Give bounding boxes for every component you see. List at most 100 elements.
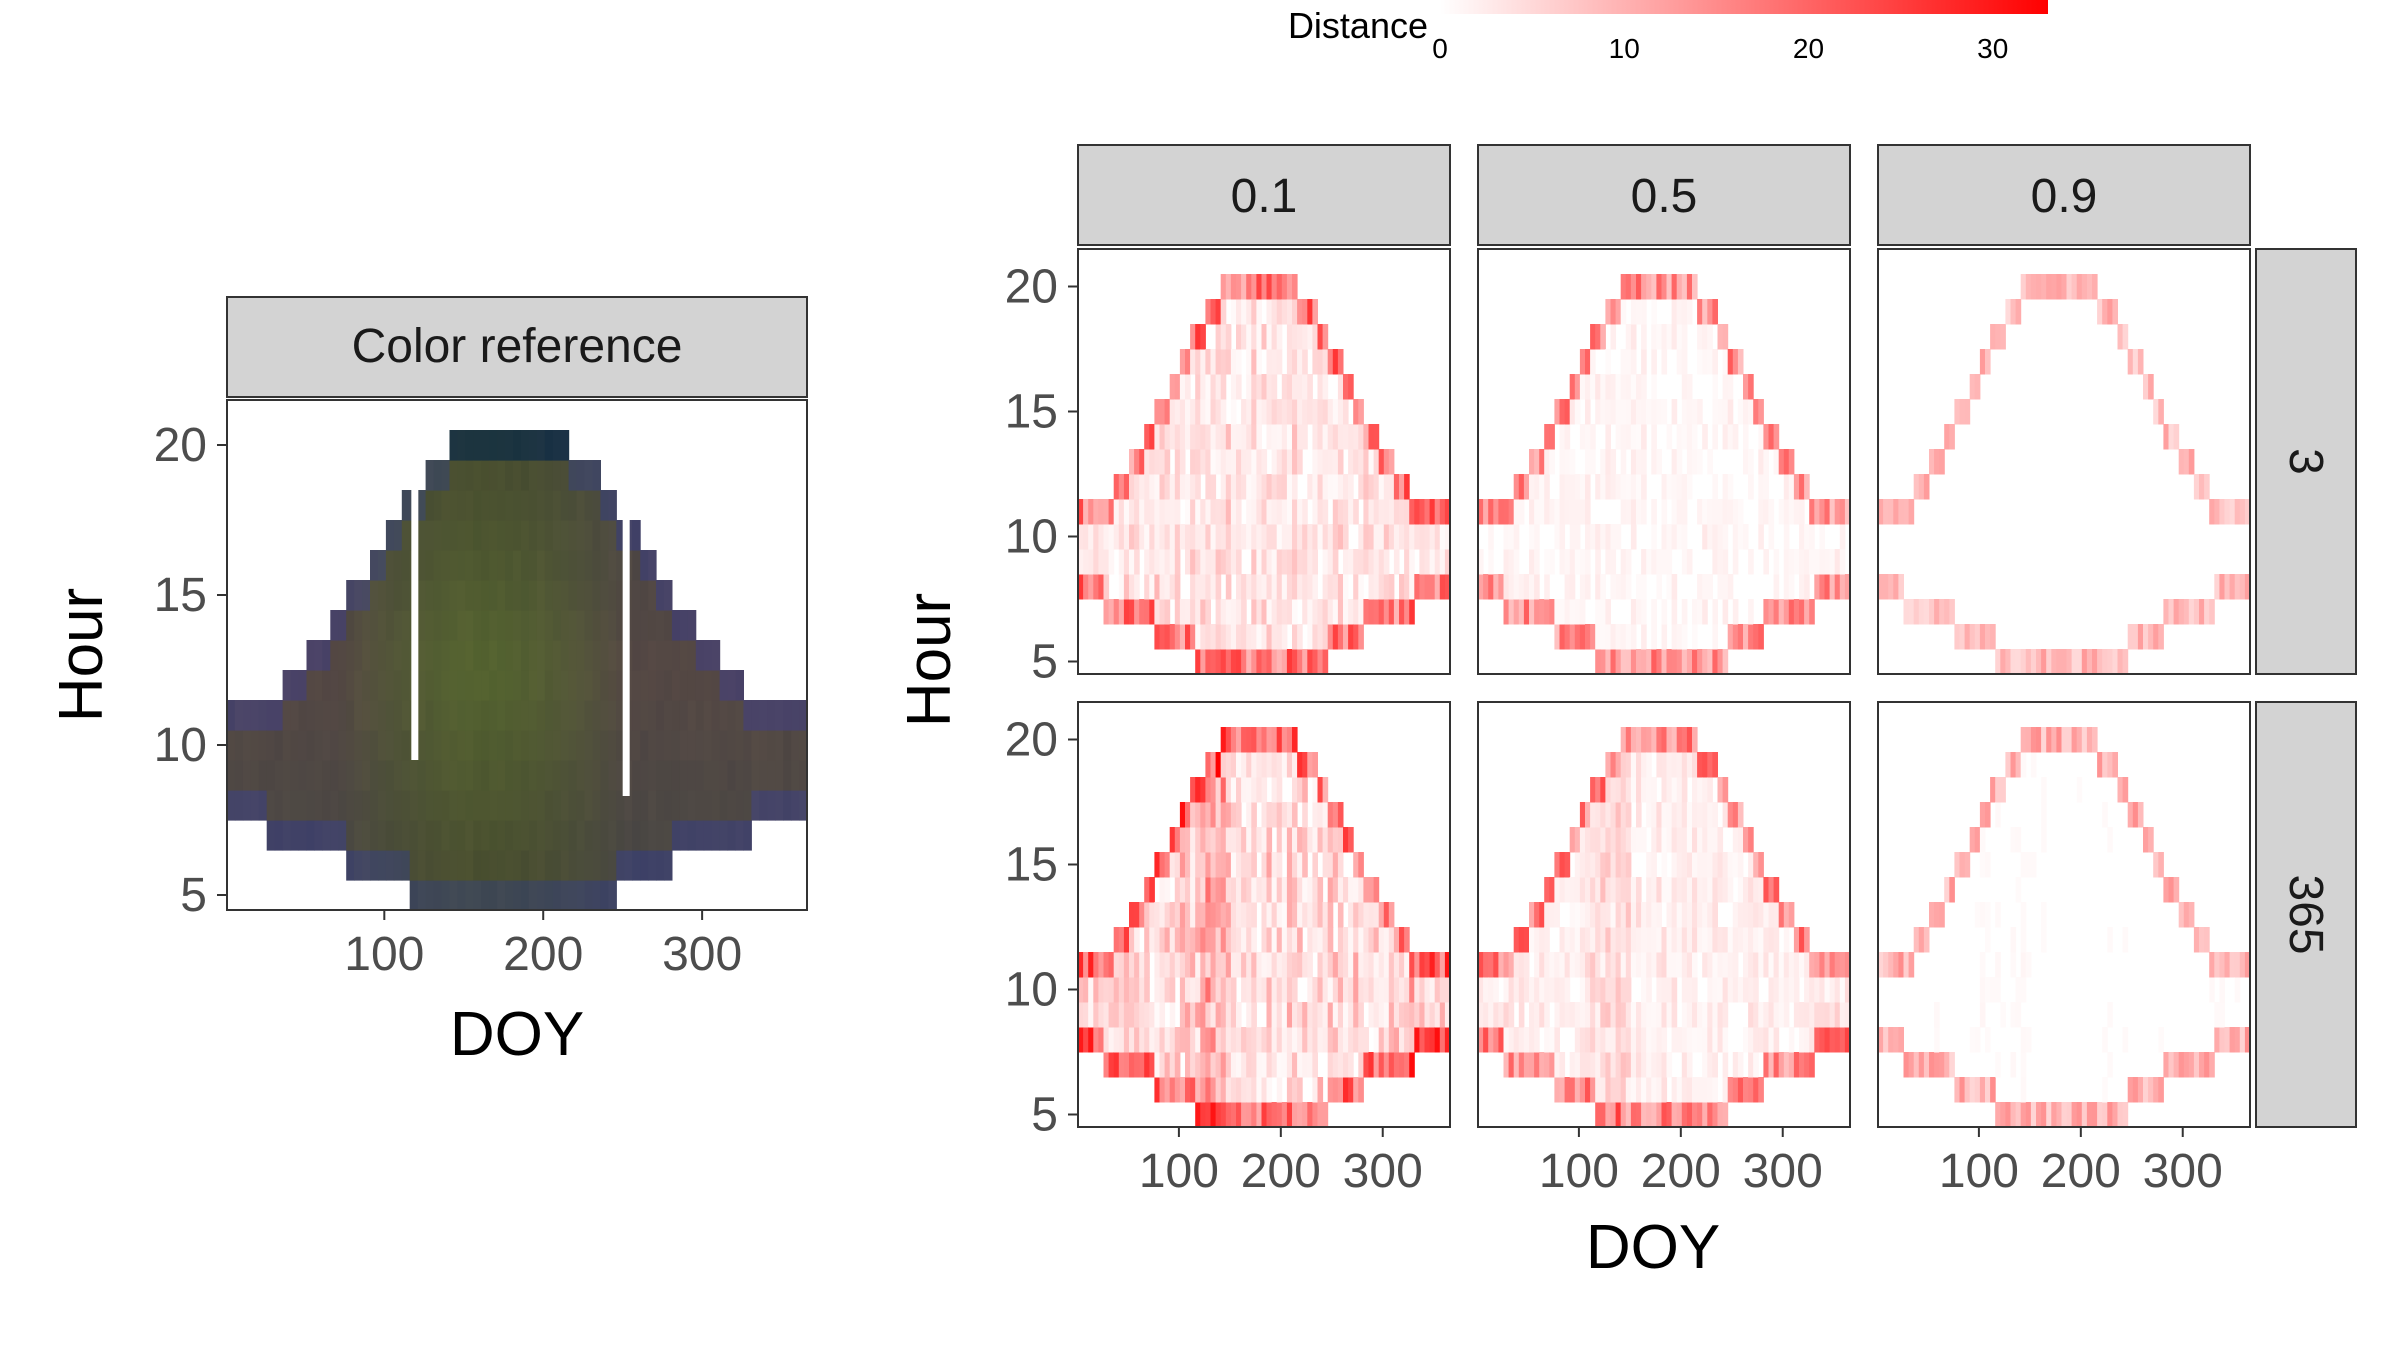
heatmap-tile bbox=[1236, 877, 1242, 903]
heatmap-tile bbox=[1215, 624, 1222, 650]
heatmap-tile bbox=[1620, 1052, 1627, 1078]
heatmap-tile bbox=[1307, 1102, 1313, 1128]
heatmap-tile bbox=[1697, 349, 1703, 375]
heatmap-tile bbox=[1574, 852, 1581, 878]
heatmap-tile bbox=[330, 760, 339, 791]
heatmap-tile bbox=[322, 820, 331, 851]
heatmap-tile bbox=[385, 760, 395, 791]
heatmap-tile bbox=[282, 790, 292, 821]
heatmap-tile bbox=[632, 520, 641, 551]
heatmap-tile bbox=[1585, 877, 1591, 903]
heatmap-tile bbox=[481, 580, 490, 611]
facet-panel bbox=[1477, 701, 1851, 1128]
heatmap-tile bbox=[1149, 524, 1155, 550]
heatmap-tile bbox=[2199, 927, 2205, 953]
heatmap-tile bbox=[1378, 1002, 1385, 1028]
heatmap-tile bbox=[1205, 927, 1211, 953]
heatmap-tile bbox=[1098, 499, 1104, 525]
heatmap-tile bbox=[1712, 802, 1718, 828]
heatmap-tile bbox=[1215, 549, 1222, 575]
heatmap-tile bbox=[1261, 1027, 1268, 1053]
heatmap-tile bbox=[1154, 927, 1160, 953]
heatmap-tile bbox=[2076, 274, 2083, 300]
heatmap-tile bbox=[1799, 1002, 1805, 1028]
heatmap-tile bbox=[1625, 549, 1632, 575]
heatmap-tile bbox=[560, 580, 570, 611]
heatmap-tile bbox=[1134, 449, 1140, 475]
heatmap-tile bbox=[1681, 1002, 1688, 1028]
heatmap-tile bbox=[1503, 574, 1510, 600]
heatmap-tile bbox=[2244, 499, 2251, 525]
heatmap-tile bbox=[1839, 524, 1846, 550]
heatmap-tile bbox=[1804, 1027, 1810, 1053]
heatmap-tile bbox=[385, 700, 395, 731]
heatmap-tile bbox=[2051, 649, 2057, 675]
heatmap-tile bbox=[1444, 574, 1451, 600]
heatmap-tile bbox=[1661, 349, 1668, 375]
heatmap-tile bbox=[1276, 952, 1283, 978]
heatmap-tile bbox=[1312, 524, 1318, 550]
heatmap-tile bbox=[1144, 952, 1150, 978]
heatmap-tile bbox=[1610, 374, 1617, 400]
heatmap-tile bbox=[489, 490, 498, 521]
heatmap-tile bbox=[1620, 549, 1627, 575]
heatmap-tile bbox=[1513, 499, 1520, 525]
heatmap-tile bbox=[1722, 374, 1729, 400]
heatmap-tile bbox=[1508, 574, 1515, 600]
heatmap-tile bbox=[616, 610, 625, 641]
heatmap-tile bbox=[1337, 1052, 1344, 1078]
heatmap-tile bbox=[1317, 449, 1324, 475]
heatmap-tile bbox=[1210, 574, 1217, 600]
heatmap-tile bbox=[1819, 1027, 1825, 1053]
heatmap-tile bbox=[1174, 877, 1181, 903]
heatmap-tile bbox=[1399, 927, 1405, 953]
heatmap-tile bbox=[1641, 449, 1647, 475]
heatmap-tile bbox=[1159, 1027, 1166, 1053]
heatmap-tile bbox=[1585, 902, 1591, 928]
heatmap-tile bbox=[1230, 449, 1237, 475]
heatmap-tile bbox=[1343, 1027, 1349, 1053]
heatmap-tile bbox=[1118, 549, 1125, 575]
heatmap-tile bbox=[1332, 524, 1339, 550]
heatmap-tile bbox=[505, 730, 514, 761]
heatmap-tile bbox=[1574, 877, 1581, 903]
heatmap-tile bbox=[1600, 977, 1606, 1003]
heatmap-tile bbox=[791, 700, 800, 731]
heatmap-tile bbox=[592, 670, 601, 701]
heatmap-tile bbox=[1707, 349, 1713, 375]
heatmap-tile bbox=[489, 850, 498, 881]
heatmap-tile bbox=[1292, 877, 1298, 903]
heatmap-tile bbox=[1276, 827, 1283, 853]
heatmap-tile bbox=[1174, 449, 1181, 475]
heatmap-tile bbox=[354, 730, 363, 761]
heatmap-tile bbox=[1681, 399, 1688, 425]
heatmap-tile bbox=[1681, 727, 1688, 753]
heatmap-tile bbox=[1312, 399, 1318, 425]
heatmap-tile bbox=[1123, 1052, 1130, 1078]
heatmap-tile bbox=[362, 730, 371, 761]
heatmap-tile bbox=[1297, 499, 1303, 525]
heatmap-tile bbox=[1630, 1002, 1637, 1028]
heatmap-tile bbox=[401, 730, 411, 761]
heatmap-tile bbox=[751, 790, 760, 821]
heatmap-tile bbox=[1590, 424, 1596, 450]
heatmap-tile bbox=[1793, 499, 1800, 525]
heatmap-tile bbox=[2036, 649, 2042, 675]
heatmap-tile bbox=[1488, 549, 1494, 575]
heatmap-tile bbox=[1246, 424, 1252, 450]
heatmap-tile bbox=[1610, 474, 1617, 500]
heatmap-tile bbox=[1322, 349, 1329, 375]
heatmap-tile bbox=[1225, 499, 1232, 525]
heatmap-tile bbox=[521, 670, 530, 701]
heatmap-tile bbox=[687, 820, 697, 851]
heatmap-tile bbox=[608, 610, 617, 641]
heatmap-tile bbox=[1271, 1027, 1278, 1053]
heatmap-tile bbox=[2041, 274, 2047, 300]
heatmap-tile bbox=[1388, 599, 1395, 625]
heatmap-tile bbox=[1225, 902, 1232, 928]
heatmap-tile bbox=[250, 730, 260, 761]
heatmap-tile bbox=[1671, 777, 1678, 803]
heatmap-tile bbox=[632, 700, 641, 731]
heatmap-tile bbox=[1174, 524, 1181, 550]
heatmap-tile bbox=[1256, 474, 1262, 500]
